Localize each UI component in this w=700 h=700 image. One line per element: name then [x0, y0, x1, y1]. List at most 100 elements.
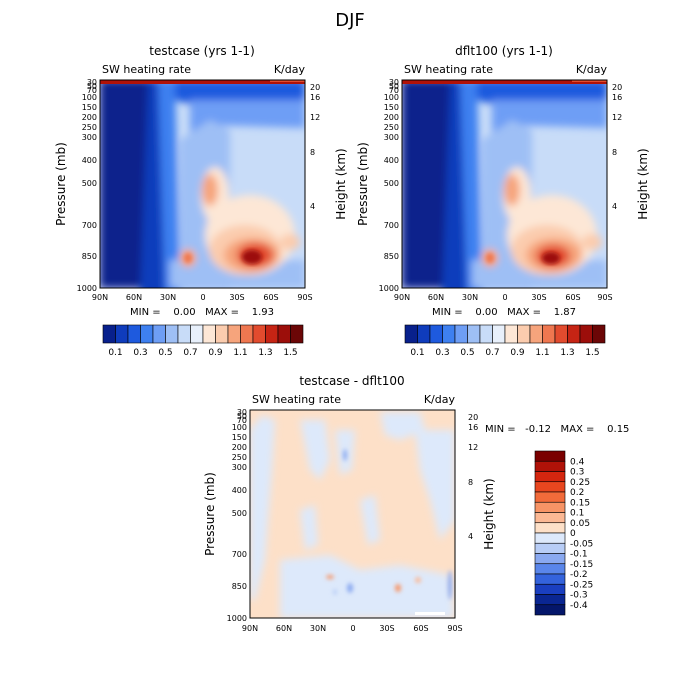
colorbar-swatch	[140, 324, 154, 344]
colorbar-swatch	[534, 512, 566, 524]
y-tick-label: 850	[232, 582, 247, 591]
x-tick-label: 30S	[379, 624, 394, 633]
colorbar-swatch	[165, 324, 179, 344]
colorbar-swatch	[534, 501, 566, 513]
panel-subtitle-left: SW heating rate	[252, 393, 341, 406]
y-tick-label: 850	[384, 252, 399, 261]
colorbar-label: 1.5	[283, 348, 297, 358]
y-right-tick-label: 20	[612, 83, 622, 92]
y-tick-label: 400	[82, 156, 97, 165]
x-tick-label: 60S	[565, 293, 580, 302]
y-right-tick-label: 4	[310, 202, 315, 211]
y-right-tick-label: 8	[612, 148, 617, 157]
y-right-tick-label: 20	[468, 413, 478, 422]
x-tick-labels: 90N 60N 30N 0 30S 60S 90S	[92, 293, 313, 302]
colorbar-swatch	[534, 522, 566, 534]
colorbar-swatch	[534, 532, 566, 544]
y-tick-label: 250	[82, 123, 97, 132]
colorbar-swatch	[534, 542, 566, 554]
y-tick-label: 150	[232, 433, 247, 442]
colorbar-label: 0.7	[183, 348, 197, 358]
panel-subtitle-right: K/day	[274, 63, 306, 76]
y-right-tick-label: 12	[612, 113, 622, 122]
colorbar-swatch	[592, 324, 606, 344]
colorbar-label: 1.5	[585, 348, 599, 358]
y-tick-label: 200	[232, 443, 247, 452]
y-tick-label: 150	[384, 103, 399, 112]
colorbar-swatch	[534, 563, 566, 575]
y-right-tick-label: 16	[612, 93, 622, 102]
y-tick-label: 700	[384, 221, 399, 230]
x-tick-label: 30S	[531, 293, 546, 302]
colorbar-swatch	[534, 491, 566, 503]
colorbar-swatch	[417, 324, 431, 344]
heatmap-field	[100, 80, 305, 288]
x-tick-label: 60S	[413, 624, 428, 633]
colorbar-label: -0.05	[570, 539, 593, 549]
colorbar-label: -0.25	[570, 580, 593, 590]
x-tick-label: 0	[502, 293, 507, 302]
y-right-tick-label: 16	[310, 93, 320, 102]
y-tick-label: 30	[389, 78, 399, 87]
y-axis-right-label: Height (km)	[636, 148, 650, 219]
colorbar-label: 0.2	[570, 488, 584, 498]
x-tick-label: 60S	[263, 293, 278, 302]
heatmap-field	[402, 80, 607, 288]
y-tick-labels: 30 50 70 100 150 200 250 300 400 500 700…	[77, 78, 97, 293]
colorbar-swatch	[534, 450, 566, 462]
y-tick-label: 150	[82, 103, 97, 112]
colorbar-swatch	[542, 324, 556, 344]
y-right-tick-label: 12	[468, 443, 478, 452]
y-tick-label: 700	[82, 221, 97, 230]
y-tick-label: 100	[82, 93, 97, 102]
x-tick-label: 0	[350, 624, 355, 633]
colorbar-swatch	[404, 324, 418, 344]
figure-title: DJF	[335, 10, 365, 31]
colorbar-label: 0.3	[133, 348, 147, 358]
panel-title: dflt100 (yrs 1-1)	[455, 44, 553, 58]
y-tick-label: 250	[232, 453, 247, 462]
y-tick-label: 50	[389, 82, 399, 91]
x-tick-label: 30N	[310, 624, 326, 633]
y-tick-label: 700	[232, 550, 247, 559]
y-axis-right-label: Height (km)	[482, 478, 496, 549]
x-tick-label: 90S	[297, 293, 312, 302]
y-axis-label: Pressure (mb)	[54, 142, 68, 226]
y-tick-label: 850	[82, 252, 97, 261]
colorbar-dflt100: 0.1 0.3 0.5 0.7 0.9 1.1 1.3 1.5	[404, 324, 606, 358]
heatmap-field	[250, 410, 455, 618]
colorbar-label: 1.3	[258, 348, 272, 358]
colorbar-swatch	[534, 583, 566, 595]
y-right-tick-label: 20	[310, 83, 320, 92]
colorbar-swatch	[529, 324, 543, 344]
y-tick-label: 100	[232, 423, 247, 432]
colorbar-swatch	[190, 324, 204, 344]
colorbar-swatch	[252, 324, 266, 344]
colorbar-swatch	[534, 594, 566, 606]
y-axis-label: Pressure (mb)	[203, 472, 217, 556]
colorbar-label: 0.05	[570, 519, 590, 529]
colorbar-swatch	[152, 324, 166, 344]
x-tick-labels: 90N 60N 30N 0 30S 60S 90S	[394, 293, 613, 302]
colorbar-swatch	[177, 324, 191, 344]
colorbar-label: -0.4	[570, 601, 588, 611]
y-tick-label: 50	[87, 82, 97, 91]
x-tick-label: 90S	[447, 624, 462, 633]
min-max-text: MIN = -0.12 MAX = 0.15	[485, 424, 629, 435]
panel-title: testcase - dflt100	[299, 374, 404, 388]
colorbar-label: 0.25	[570, 478, 590, 488]
y-tick-label: 200	[384, 113, 399, 122]
colorbar-label: 0.1	[410, 348, 424, 358]
y-tick-labels: 30 50 70 100 150 200 250 300 400 500 700…	[227, 408, 247, 623]
y-tick-label: 300	[384, 133, 399, 142]
colorbar-swatch	[227, 324, 241, 344]
y-right-tick-labels: 20 16 12 8 4	[612, 83, 622, 211]
colorbar-swatch	[277, 324, 291, 344]
colorbar-label: 0.3	[435, 348, 449, 358]
colorbar-label: 1.1	[535, 348, 549, 358]
colorbar-swatch	[554, 324, 568, 344]
y-tick-label: 500	[384, 179, 399, 188]
y-right-tick-label: 4	[468, 532, 473, 541]
x-tick-label: 60N	[276, 624, 292, 633]
